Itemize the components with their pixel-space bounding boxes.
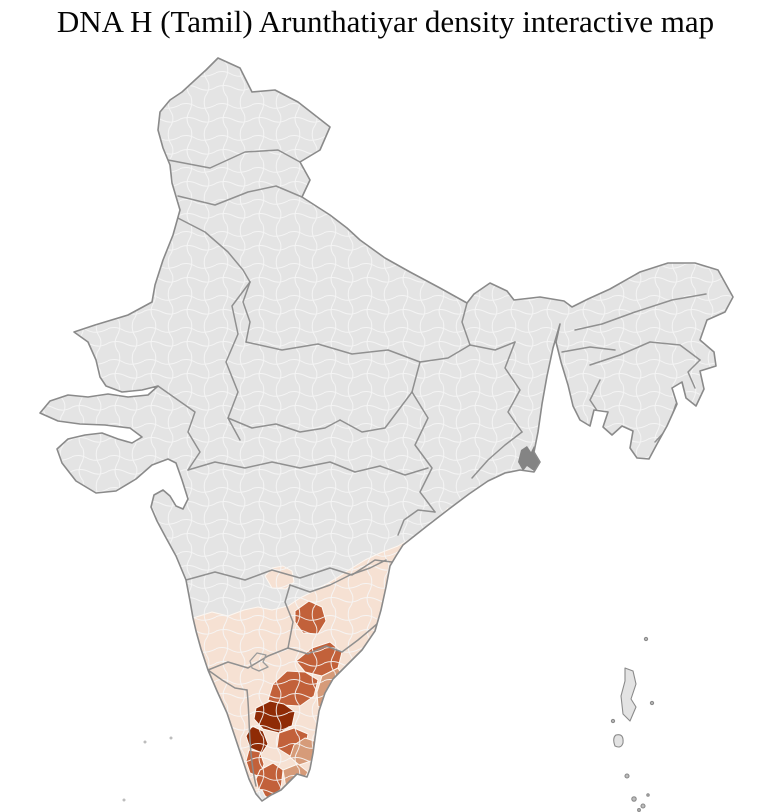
state-border-line [471,431,523,479]
state-border-line [157,385,201,471]
state-border-line [461,302,471,346]
island [613,734,624,748]
district-base-pondicherry-sliver[interactable] [327,698,337,711]
state-border-line [339,391,413,433]
islet [640,803,646,809]
islet [631,796,637,802]
state-border-line [185,559,393,581]
islet [643,636,649,642]
islet [646,793,650,797]
state-border-line [207,669,248,691]
state-border-line [561,346,616,353]
islet [624,773,630,779]
state-border-line [284,584,294,649]
lakshadweep-islands[interactable] [122,736,173,802]
islet [610,718,616,724]
state-border-line [245,341,516,363]
state-border-line [207,623,378,671]
state-border-line [589,341,701,366]
islet [122,798,126,802]
city-boundary-line [249,652,269,672]
state-border-line [246,689,257,787]
state-border-line [227,417,341,433]
page-title: DNA H (Tamil) Arunthatiyar density inter… [56,4,715,39]
state-border-line [171,214,251,283]
andaman-nicobar-islands[interactable] [610,636,655,812]
state-border-line [177,185,303,206]
islet [169,736,173,740]
islet [649,700,655,706]
islet [143,740,147,744]
state-border-line [687,359,701,389]
state-border-line [289,559,387,593]
national-outline [39,57,734,802]
island [620,667,637,722]
state-border-line [187,461,429,476]
state-border-line [504,341,523,433]
state-border-line [167,149,301,169]
state-border-line [574,293,707,331]
state-border-line [242,281,251,343]
islet [637,808,641,812]
state-border-line [397,509,436,536]
